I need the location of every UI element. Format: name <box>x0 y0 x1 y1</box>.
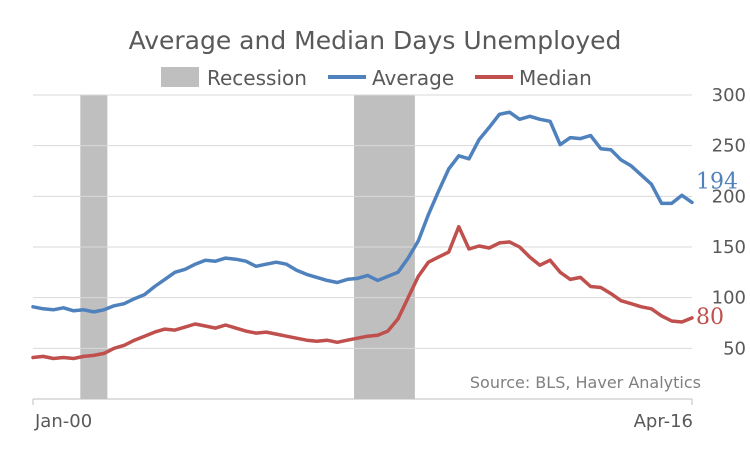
end-label-average: 194 <box>696 169 738 194</box>
y-tick-label: 200 <box>712 186 746 207</box>
end-label-median: 80 <box>696 305 724 330</box>
legend-label-recession: Recession <box>207 66 307 90</box>
legend: Recession Average Median <box>161 66 592 90</box>
source-note: Source: BLS, Haver Analytics <box>470 373 701 392</box>
x-tick-label: Apr-16 <box>634 411 693 432</box>
legend-swatch-recession <box>161 67 199 87</box>
x-tick-label: Jan-00 <box>34 411 92 432</box>
y-tick-label: 150 <box>712 237 746 258</box>
gridlines <box>33 94 692 349</box>
y-tick-label: 100 <box>712 288 746 309</box>
y-tick-label: 250 <box>712 136 746 157</box>
series-line-average <box>31 110 694 314</box>
legend-label-average: Average <box>372 66 454 90</box>
x-axis-ticks: Jan-00 Apr-16 <box>32 399 693 432</box>
y-axis-labels: 50 100 150 200 250 300 <box>712 85 746 359</box>
y-tick-label: 300 <box>712 85 746 106</box>
series-lines <box>31 110 694 361</box>
series-line-median <box>31 224 694 361</box>
end-labels: 194 80 <box>696 169 738 330</box>
legend-label-median: Median <box>519 66 592 90</box>
y-tick-label: 50 <box>723 338 746 359</box>
chart-title: Average and Median Days Unemployed <box>129 26 622 55</box>
